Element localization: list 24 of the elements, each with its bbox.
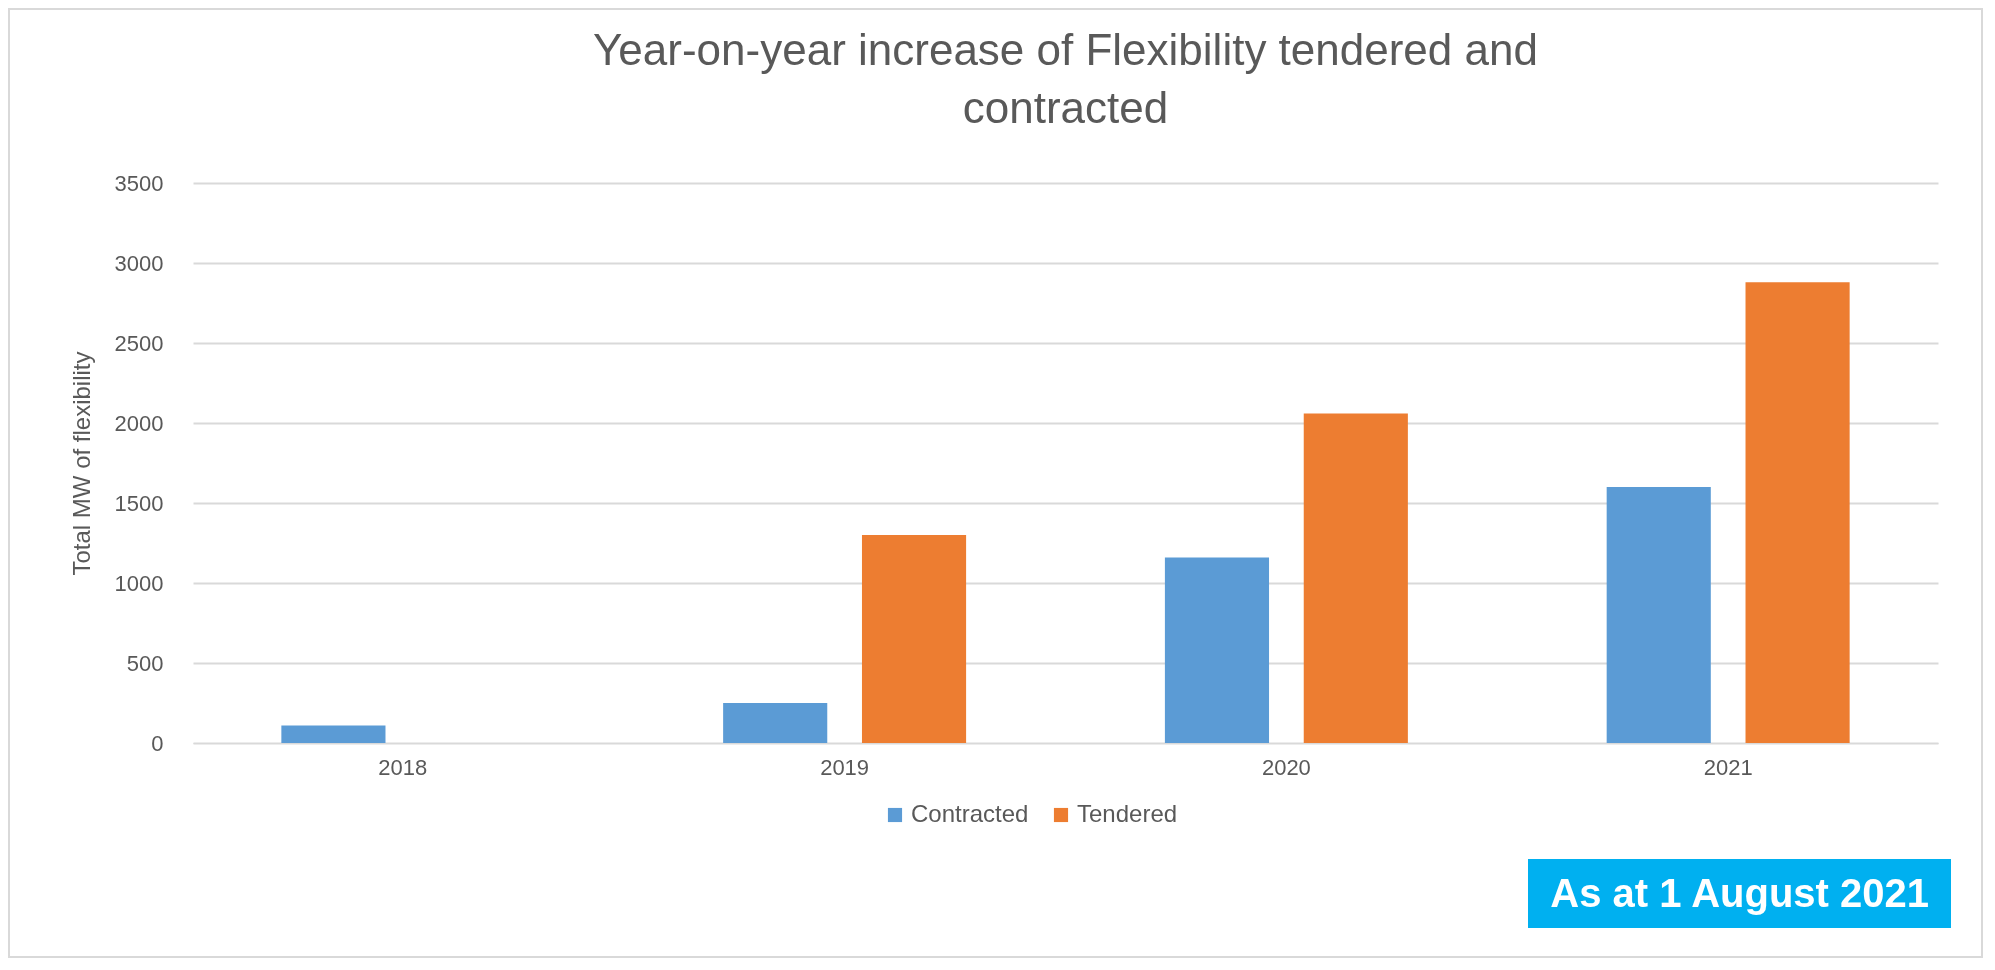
y-tick-label: 500 xyxy=(126,650,164,676)
legend-label: Tendered xyxy=(1077,800,1178,827)
bar xyxy=(861,535,967,743)
x-tick-label: 2018 xyxy=(378,754,428,780)
x-tick-label: 2020 xyxy=(1261,754,1311,780)
bar xyxy=(1164,557,1270,743)
bar xyxy=(1606,487,1711,743)
bar xyxy=(1745,282,1850,743)
legend-label: Contracted xyxy=(911,800,1029,827)
x-tick-label: 2019 xyxy=(820,754,870,780)
y-tick-label: 2500 xyxy=(114,330,164,356)
y-axis-title: Total MW of flexibility xyxy=(67,351,95,576)
y-tick-label: 1500 xyxy=(114,490,164,516)
y-tick-label: 3000 xyxy=(114,250,164,276)
y-tick-label: 2000 xyxy=(114,410,164,436)
y-tick-label: 3500 xyxy=(114,170,164,196)
y-tick-label: 0 xyxy=(151,730,164,756)
bar xyxy=(281,725,386,743)
chart-title: Year-on-year increase of Flexibility tendered and contracted xyxy=(593,25,1538,132)
x-tick-label: 2021 xyxy=(1703,754,1753,780)
y-tick-label: 1000 xyxy=(114,570,164,596)
text: As at 1 August 2021 xyxy=(1528,859,1951,928)
bar xyxy=(723,703,828,743)
bar xyxy=(1303,413,1408,743)
